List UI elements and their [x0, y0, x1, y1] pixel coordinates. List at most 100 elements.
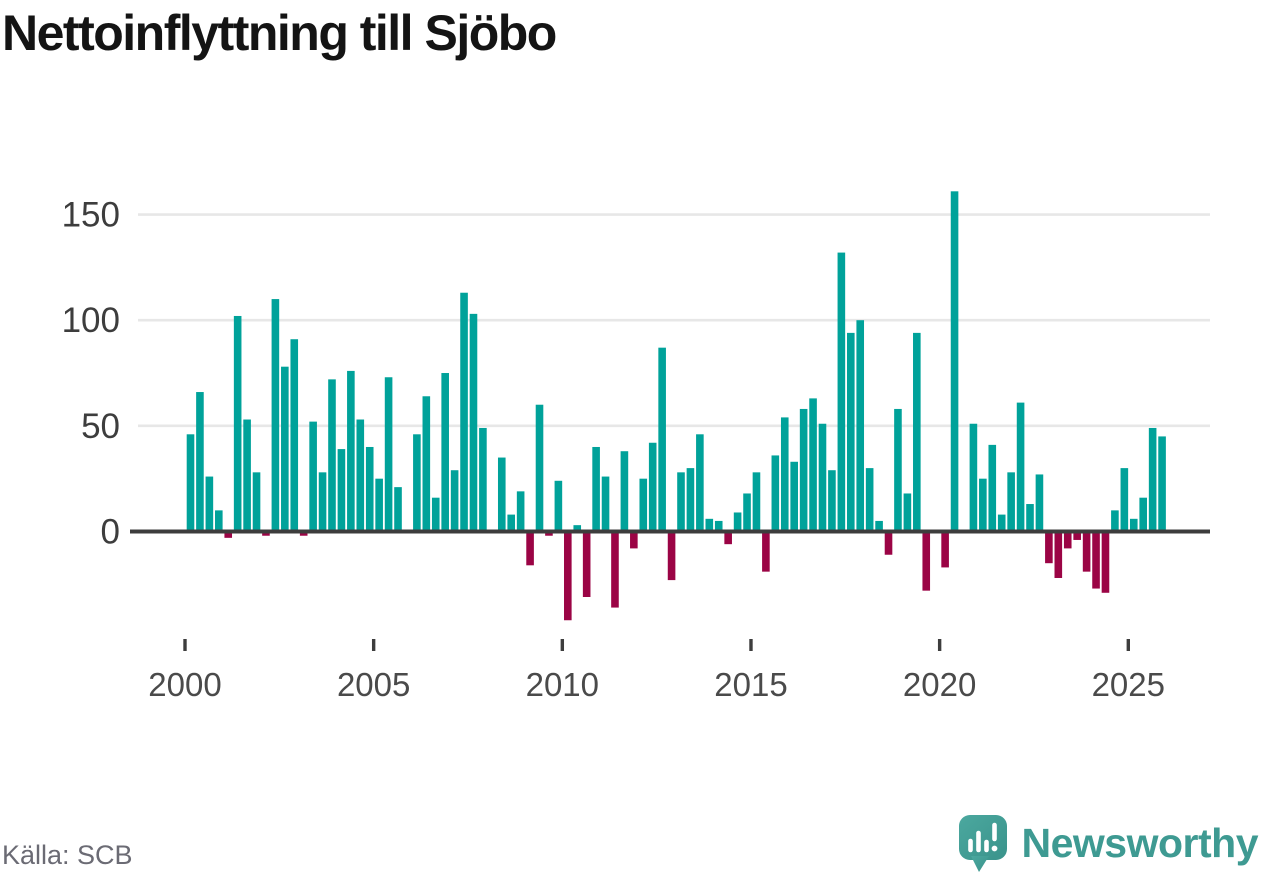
- bar-2018-Q4: [894, 408, 902, 532]
- bar-2021-Q2: [988, 444, 997, 532]
- bar-2025-Q4: [1158, 436, 1166, 532]
- bar-2012-Q3: [658, 347, 666, 532]
- bar-2004-Q4: [365, 446, 374, 532]
- bar-2020-Q1: [941, 531, 949, 568]
- bar-2012-Q4: [667, 531, 676, 581]
- bar-2018-Q3: [884, 531, 893, 555]
- bar-2002-Q2: [271, 299, 280, 532]
- bar-2016-Q3: [809, 398, 817, 532]
- bar-2004-Q1: [337, 449, 346, 532]
- bar-2019-Q3: [922, 531, 931, 591]
- bar-2019-Q2: [913, 332, 921, 532]
- bar-2012-Q2: [648, 442, 657, 532]
- bar-2005-Q2: [384, 377, 393, 532]
- bar-2003-Q4: [328, 379, 336, 532]
- bar-2024-Q1: [1092, 531, 1100, 589]
- bar-2021-Q3: [997, 514, 1006, 532]
- bar-2007-Q1: [450, 470, 459, 532]
- bar-2024-Q3: [1111, 510, 1119, 532]
- y-tick-label-100: 100: [62, 301, 120, 340]
- bar-2004-Q3: [356, 419, 365, 532]
- bar-2010-Q2: [573, 525, 582, 532]
- bar-2007-Q3: [469, 313, 478, 532]
- bar-2011-Q4: [630, 531, 638, 549]
- bar-2016-Q2: [799, 408, 808, 532]
- bar-2000-Q1: [186, 434, 195, 532]
- x-tick-label-2020: 2020: [903, 666, 976, 703]
- bar-2021-Q1: [979, 478, 987, 532]
- bar-2000-Q2: [196, 392, 204, 532]
- bar-2002-Q3: [281, 366, 289, 532]
- y-tick-label-150: 150: [62, 196, 120, 235]
- bar-2014-Q2: [724, 531, 732, 545]
- bar-2017-Q2: [837, 252, 846, 532]
- bar-2009-Q2: [535, 404, 544, 532]
- bar-2015-Q2: [762, 531, 770, 572]
- bar-2017-Q1: [828, 470, 836, 532]
- y-tick-label-50: 50: [81, 407, 120, 446]
- bar-2018-Q1: [865, 468, 874, 532]
- bar-2006-Q2: [422, 396, 431, 532]
- bar-2021-Q4: [1007, 472, 1015, 532]
- bar-2020-Q4: [969, 423, 978, 532]
- bar-2025-Q1: [1129, 518, 1138, 532]
- bar-2024-Q2: [1101, 531, 1110, 593]
- bar-2018-Q2: [875, 520, 883, 532]
- source-note: Källa: SCB: [2, 840, 133, 870]
- chart-title: Nettoinflyttning till Sjöbo: [2, 5, 557, 61]
- bar-2003-Q2: [309, 421, 317, 532]
- bar-2009-Q4: [554, 480, 563, 532]
- bar-2003-Q3: [318, 472, 327, 532]
- bar-2024-Q4: [1120, 468, 1129, 532]
- bar-2020-Q2: [950, 191, 959, 532]
- bar-2008-Q2: [497, 457, 506, 532]
- y-tick-label-0: 0: [101, 513, 120, 552]
- x-tick-label-2010: 2010: [526, 666, 599, 703]
- bar-2000-Q4: [215, 510, 223, 532]
- bar-2016-Q1: [790, 461, 798, 532]
- bar-2017-Q3: [846, 332, 855, 532]
- bar-2013-Q1: [677, 472, 685, 532]
- bar-2025-Q2: [1139, 497, 1147, 532]
- bar-2010-Q1: [564, 531, 572, 621]
- bar-2014-Q3: [733, 512, 742, 532]
- bar-2001-Q1: [224, 531, 233, 538]
- bar-2023-Q3: [1073, 531, 1081, 540]
- bar-2013-Q3: [696, 434, 704, 532]
- bar-2008-Q3: [507, 514, 516, 532]
- bar-2007-Q2: [460, 292, 468, 532]
- bar-2016-Q4: [818, 423, 827, 532]
- bar-2007-Q4: [479, 427, 487, 532]
- bar-2013-Q2: [686, 468, 695, 532]
- newsworthy-bubble-chart-icon: [958, 815, 1007, 872]
- bar-2013-Q4: [705, 518, 714, 532]
- bar-2025-Q3: [1148, 427, 1157, 532]
- bar-2011-Q3: [620, 451, 629, 532]
- bar-2001-Q3: [243, 419, 251, 532]
- newsworthy-wordmark: Newsworthy: [1021, 820, 1259, 866]
- bar-2023-Q4: [1082, 531, 1091, 572]
- bar-2012-Q1: [639, 478, 648, 532]
- bar-2010-Q4: [592, 446, 600, 532]
- bar-2022-Q3: [1035, 474, 1044, 532]
- bar-2002-Q4: [290, 339, 299, 532]
- x-tick-label-2015: 2015: [714, 666, 787, 703]
- bar-2011-Q1: [601, 476, 610, 532]
- x-tick-label-2005: 2005: [337, 666, 410, 703]
- bar-2003-Q1: [299, 531, 308, 536]
- bar-2010-Q3: [582, 531, 591, 597]
- bar-2004-Q2: [347, 370, 355, 532]
- bar-2005-Q3: [394, 487, 402, 532]
- x-tick-label-2025: 2025: [1092, 666, 1165, 703]
- bar-2011-Q2: [611, 531, 619, 608]
- bar-2009-Q1: [526, 531, 534, 566]
- bar-2006-Q3: [431, 497, 440, 532]
- bar-2015-Q4: [780, 417, 789, 532]
- bar-2023-Q1: [1054, 531, 1063, 578]
- bar-2015-Q1: [752, 472, 761, 532]
- bar-2023-Q2: [1063, 531, 1072, 549]
- bar-2022-Q4: [1045, 531, 1053, 564]
- bar-2006-Q1: [413, 434, 421, 532]
